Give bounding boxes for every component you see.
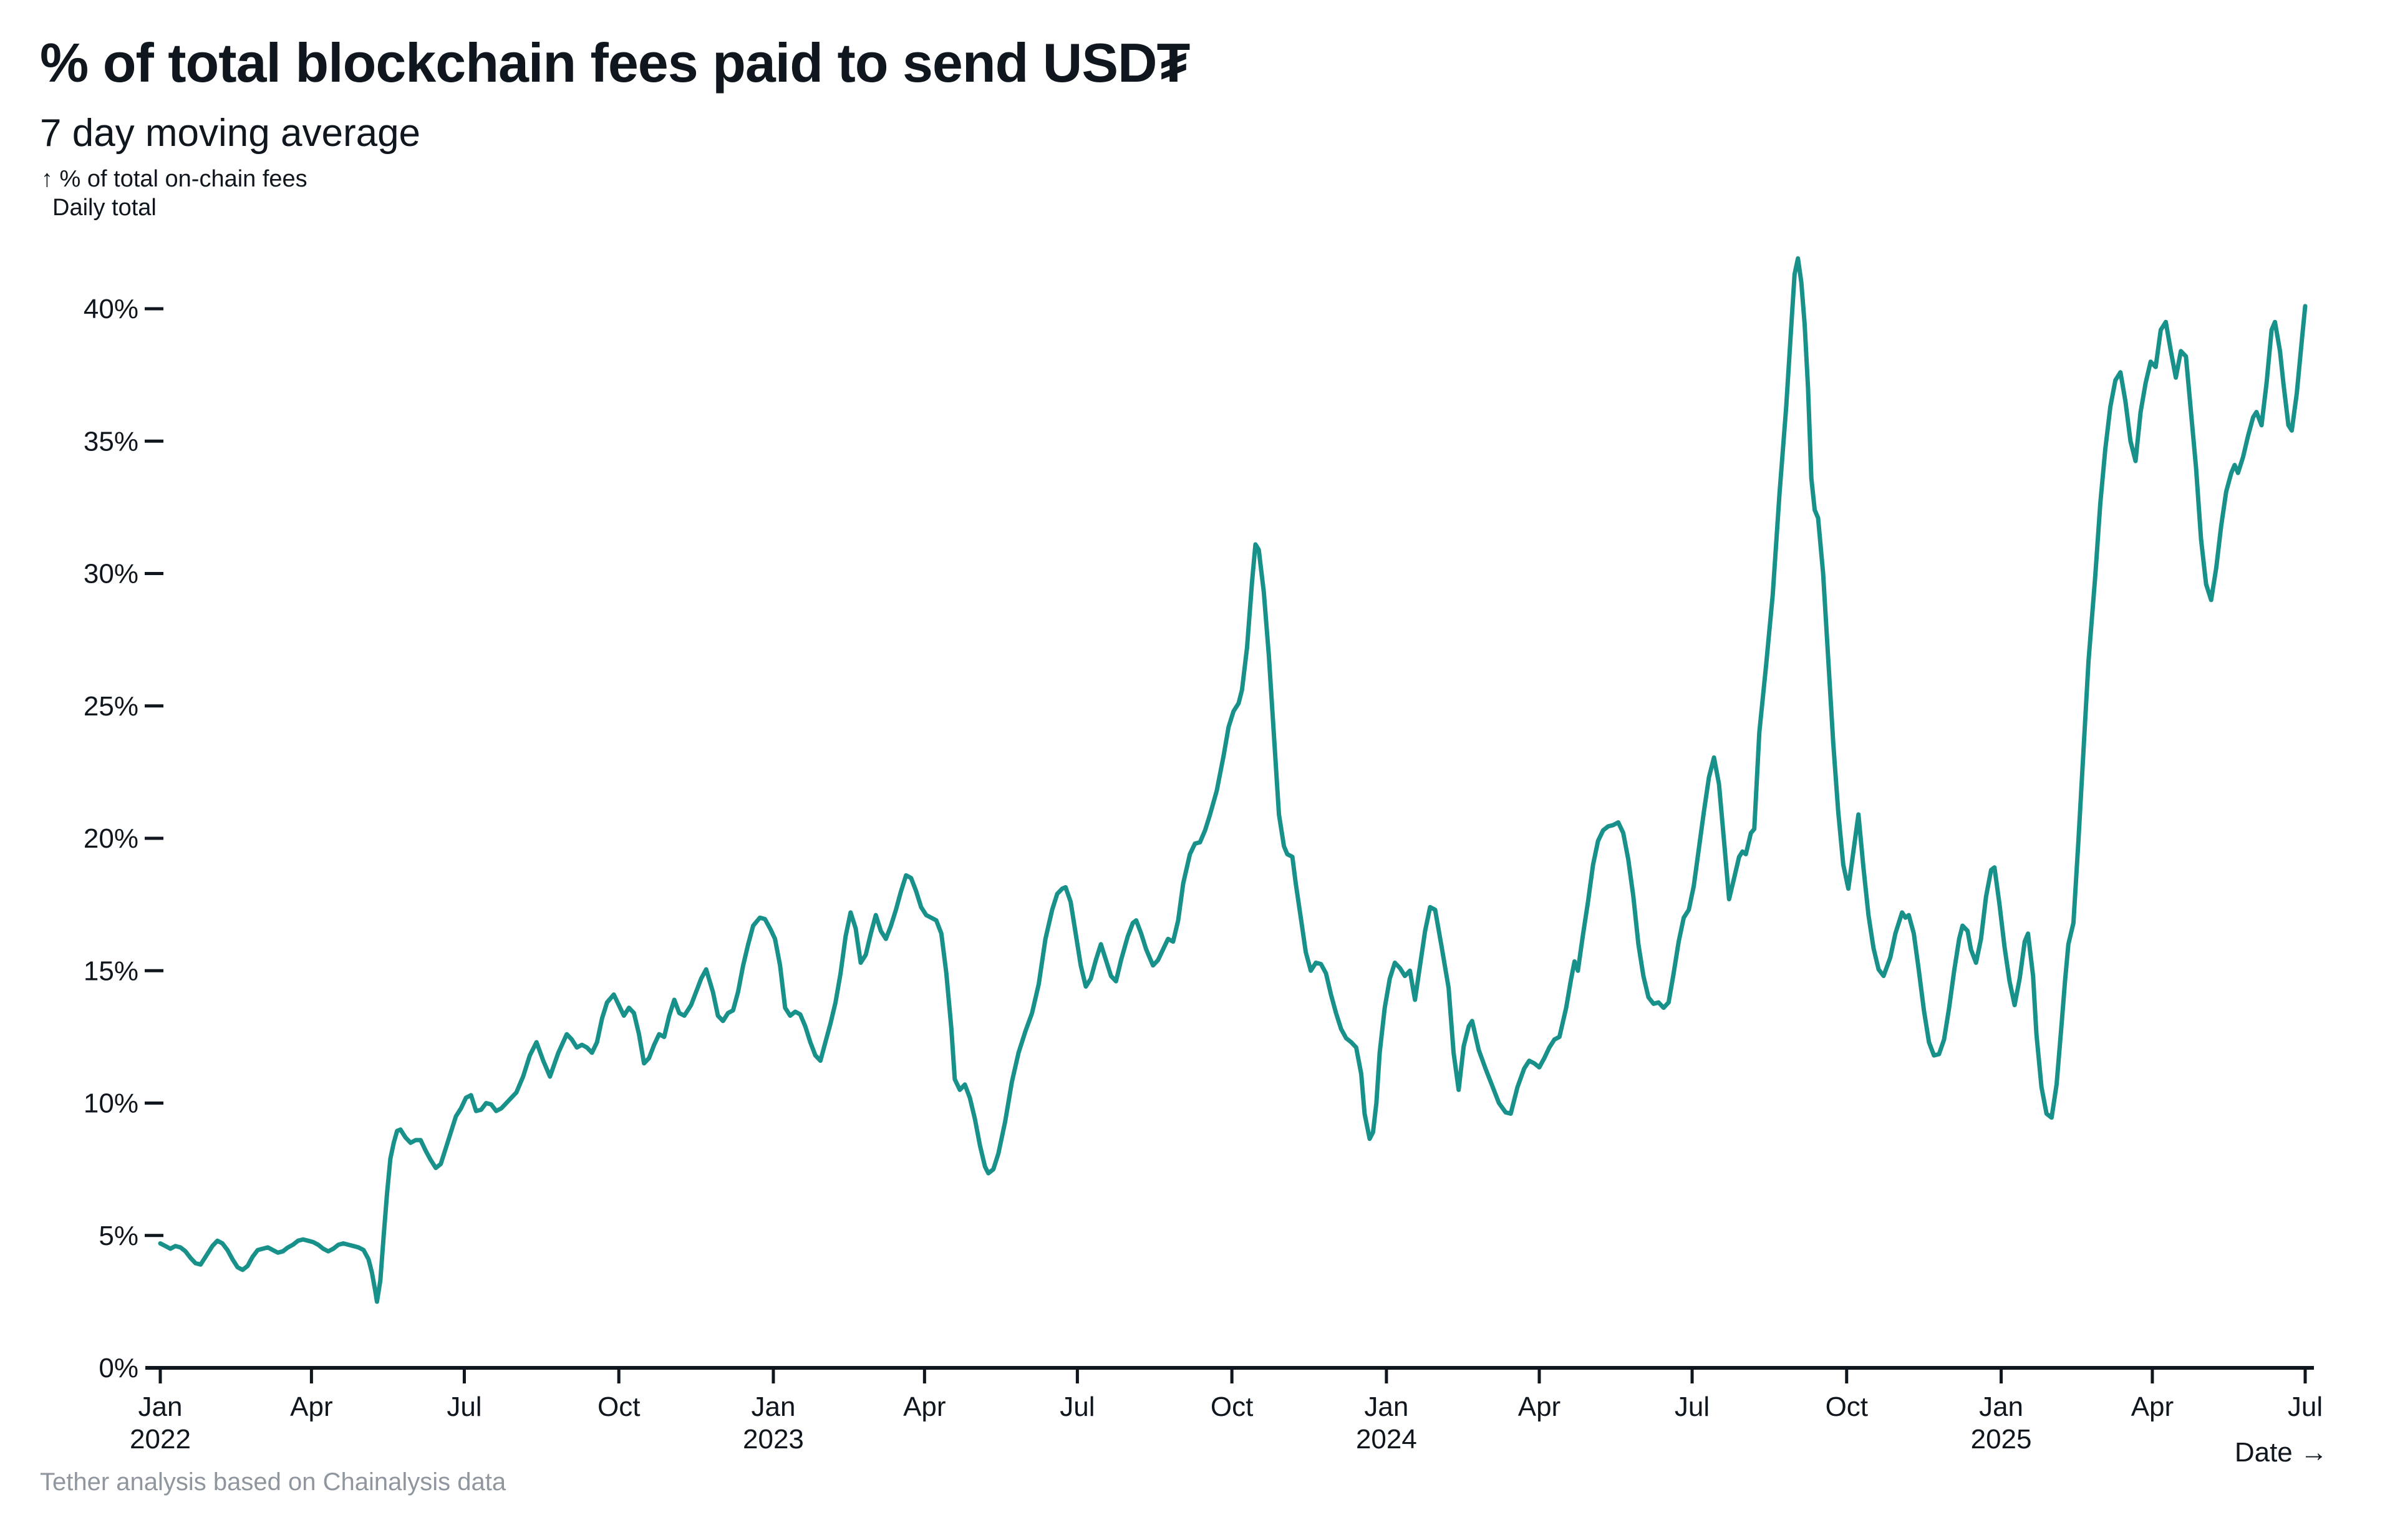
y-axis-tick-label: 5% bbox=[99, 1221, 138, 1251]
y-axis-annotation-units: ↑ % of total on-chain fees bbox=[41, 166, 307, 192]
y-axis-tick-label: 25% bbox=[84, 691, 138, 722]
x-axis-month-label: Jul bbox=[1675, 1392, 1710, 1422]
page-title: % of total blockchain fees paid to send … bbox=[40, 32, 1190, 94]
x-axis-month-label: Jan bbox=[1364, 1392, 1408, 1422]
y-axis-tick-label: 20% bbox=[84, 823, 138, 854]
x-axis-month-label: Jan bbox=[138, 1392, 183, 1422]
x-axis-month-label: Jul bbox=[1060, 1392, 1095, 1422]
x-axis-year-label: 2024 bbox=[1356, 1424, 1417, 1455]
x-axis-month-label: Oct bbox=[598, 1392, 640, 1422]
y-axis-tick-label: 15% bbox=[84, 956, 138, 986]
x-axis-month-label: Apr bbox=[290, 1392, 332, 1422]
x-axis-year-label: 2022 bbox=[130, 1424, 191, 1455]
y-axis-annotation-frequency: Daily total bbox=[52, 195, 157, 221]
x-axis-year-label: 2025 bbox=[1971, 1424, 2032, 1455]
y-axis-tick-label: 30% bbox=[84, 559, 138, 589]
source-credit: Tether analysis based on Chainalysis dat… bbox=[40, 1468, 506, 1496]
x-axis-month-label: Jan bbox=[1979, 1392, 2023, 1422]
x-axis-month-label: Oct bbox=[1211, 1392, 1253, 1422]
x-axis-month-label: Oct bbox=[1826, 1392, 1868, 1422]
y-axis-tick-label: 0% bbox=[99, 1353, 138, 1383]
x-axis-label: Date → bbox=[2234, 1437, 2328, 1468]
y-axis-tick-label: 40% bbox=[84, 294, 138, 324]
x-axis-month-label: Apr bbox=[903, 1392, 946, 1422]
y-axis-tick-label: 35% bbox=[84, 426, 138, 457]
x-axis-year-label: 2023 bbox=[743, 1424, 804, 1455]
usdt-fees-share-line bbox=[158, 256, 2308, 1304]
x-axis-month-label: Apr bbox=[2131, 1392, 2174, 1422]
page-subtitle: 7 day moving average bbox=[40, 112, 421, 155]
y-axis-annotation: ↑ % of total on-chain fees Daily total bbox=[41, 165, 307, 222]
x-axis-month-label: Jul bbox=[2288, 1392, 2323, 1422]
x-axis-month-label: Jan bbox=[751, 1392, 795, 1422]
x-axis-month-label: Apr bbox=[1518, 1392, 1560, 1422]
x-axis-month-label: Jul bbox=[447, 1392, 481, 1422]
y-axis-tick-label: 10% bbox=[84, 1088, 138, 1119]
